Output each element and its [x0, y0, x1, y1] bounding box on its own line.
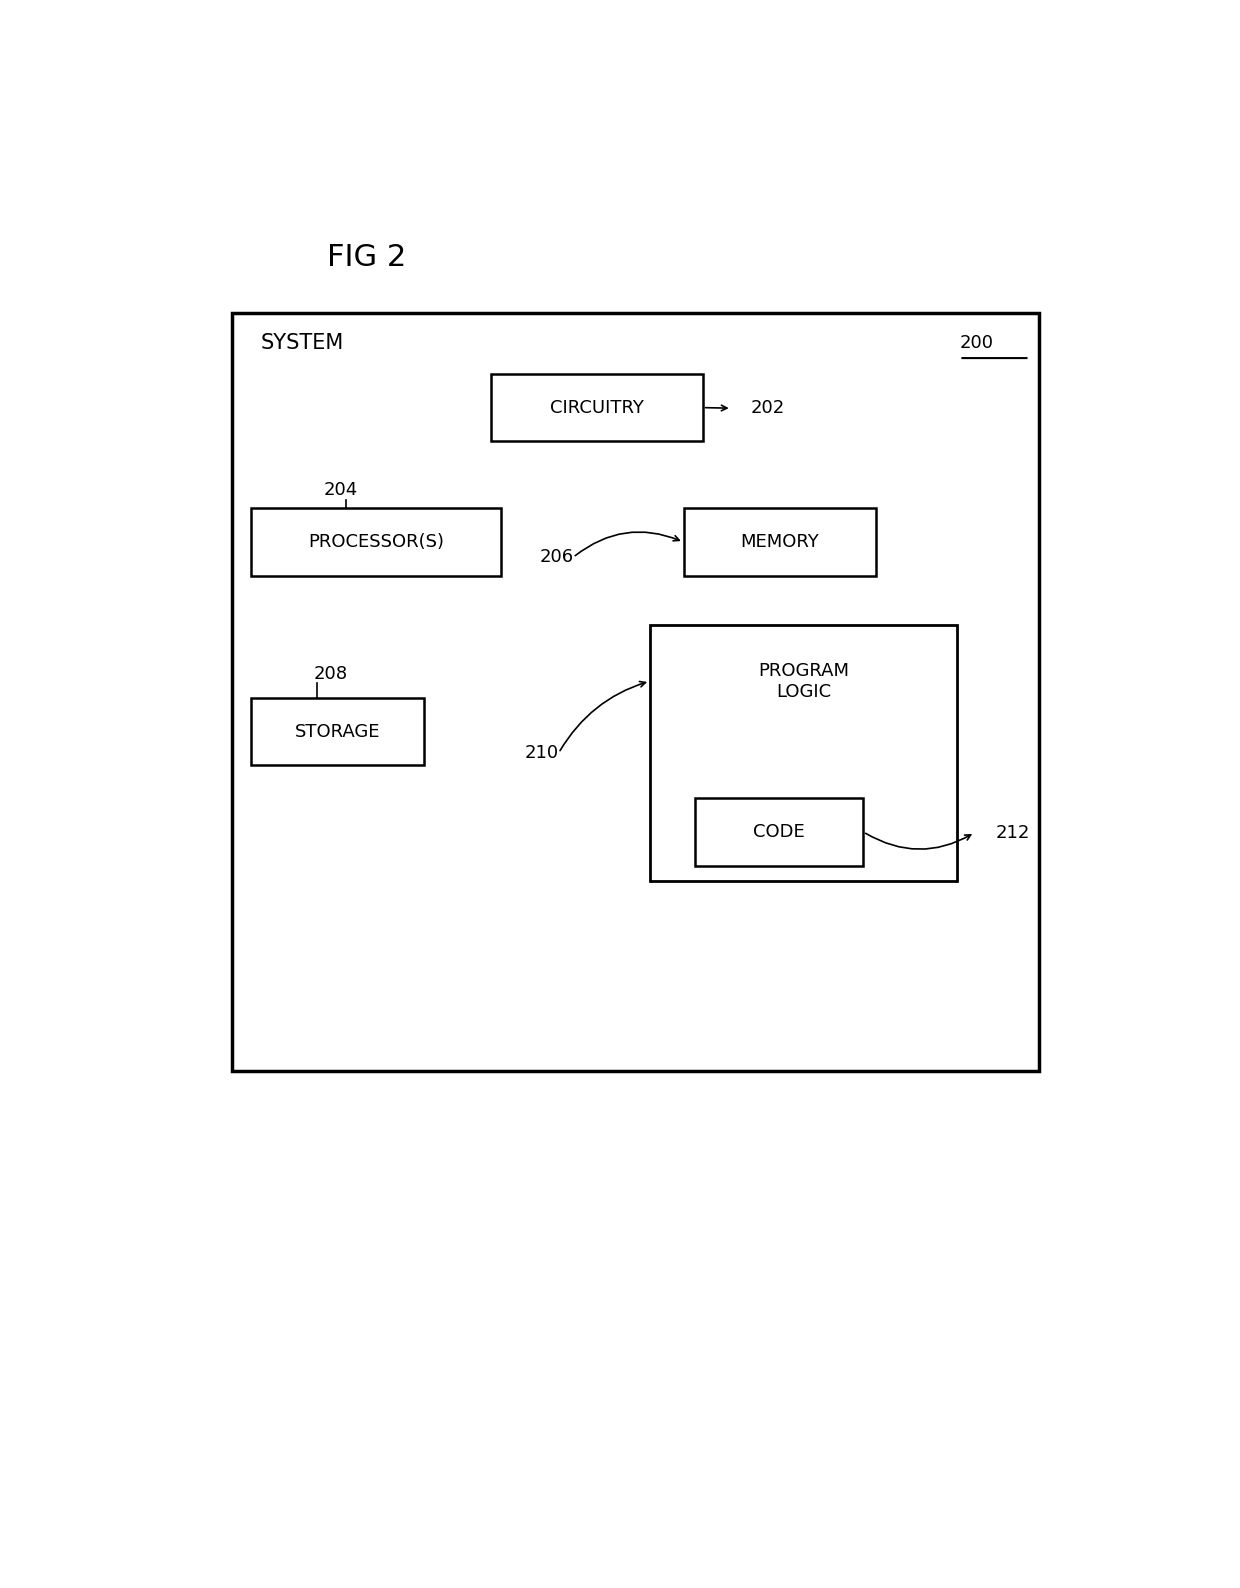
Text: 212: 212: [996, 824, 1030, 842]
Text: STORAGE: STORAGE: [295, 723, 381, 740]
Text: FIG 2: FIG 2: [327, 243, 405, 272]
Bar: [491, 373, 703, 441]
Text: PROCESSOR(S): PROCESSOR(S): [308, 534, 444, 551]
Text: CODE: CODE: [753, 823, 805, 842]
Bar: [683, 508, 875, 576]
Text: MEMORY: MEMORY: [740, 534, 820, 551]
Text: 202: 202: [751, 399, 785, 418]
Bar: [250, 699, 424, 765]
Text: 210: 210: [525, 745, 559, 762]
Text: SYSTEM: SYSTEM: [260, 333, 343, 354]
Text: CIRCUITRY: CIRCUITRY: [551, 399, 644, 416]
Text: 208: 208: [314, 664, 347, 683]
Bar: [650, 624, 957, 881]
Bar: [696, 799, 863, 865]
Text: 200: 200: [960, 335, 993, 353]
Text: 204: 204: [324, 481, 357, 499]
Bar: [232, 313, 1039, 1070]
Bar: [250, 508, 501, 576]
Text: PROGRAM
LOGIC: PROGRAM LOGIC: [758, 662, 849, 700]
Text: 206: 206: [539, 548, 574, 567]
